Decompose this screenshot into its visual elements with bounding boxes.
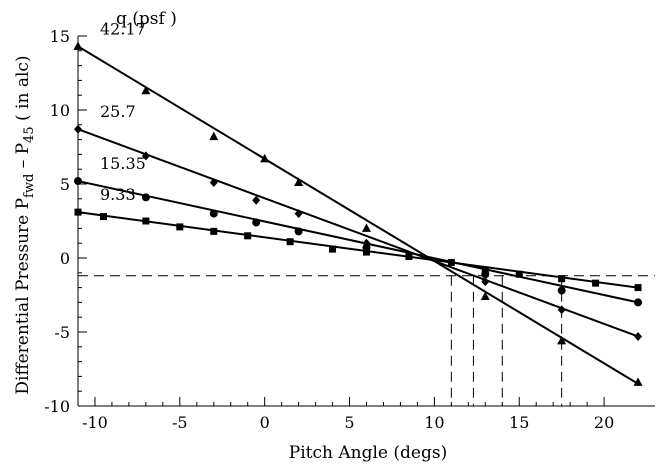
- y-tick-label: 10: [50, 101, 70, 120]
- data-point-circle: [141, 193, 150, 202]
- data-point-diamond: [557, 305, 566, 315]
- series-label: 42.17: [100, 19, 146, 38]
- y-tick-label: 5: [60, 175, 70, 194]
- data-point-circle: [209, 209, 218, 218]
- data-point-triangle: [480, 291, 490, 300]
- data-point-triangle: [294, 177, 304, 187]
- y-axis-label-dash: – P: [13, 143, 33, 174]
- fit-line-square: [77, 211, 639, 289]
- legend-title: q (psf ): [116, 9, 177, 29]
- data-point-triangle: [362, 223, 371, 232]
- data-point-circle: [634, 298, 643, 307]
- x-tick-label: 10: [424, 413, 444, 432]
- y-tick-label: -10: [44, 397, 70, 416]
- data-point-square: [99, 213, 107, 221]
- data-point-triangle: [260, 153, 270, 163]
- data-point-circle: [557, 286, 566, 295]
- data-point-diamond: [294, 209, 303, 219]
- data-point-square: [329, 245, 337, 253]
- x-tick-label: -10: [82, 413, 108, 432]
- data-point-square: [481, 266, 489, 274]
- x-tick-label: 20: [594, 413, 614, 432]
- y-tick-label: 15: [50, 27, 70, 46]
- data-point-triangle: [557, 335, 567, 345]
- x-tick-label: 5: [344, 413, 354, 432]
- series-labels: 42.17 25.7 15.35 9.33: [100, 19, 146, 204]
- axes: [77, 35, 655, 407]
- data-point-square: [142, 217, 150, 225]
- data-point-diamond: [141, 151, 150, 161]
- fit-line-triangle: [77, 45, 639, 385]
- fit-line-circle: [77, 180, 639, 304]
- data-point-square: [515, 270, 523, 278]
- y-axis-label-sub1: fwd: [22, 174, 37, 198]
- data-point-diamond: [252, 195, 261, 205]
- x-tick-label: -5: [172, 413, 188, 432]
- y-tick-label: -5: [54, 323, 70, 342]
- data-point-square: [634, 284, 642, 292]
- fit-line-diamond: [77, 128, 639, 338]
- y-axis-label-tail: ( in alc): [13, 55, 33, 126]
- series-label: 25.7: [100, 102, 136, 121]
- data-point-square: [447, 258, 455, 266]
- y-tick-label: 0: [60, 249, 70, 268]
- data-point-square: [244, 232, 252, 240]
- data-markers: [73, 41, 643, 386]
- data-point-diamond: [209, 178, 218, 188]
- x-tick-label: 15: [509, 413, 529, 432]
- data-point-circle: [252, 218, 261, 227]
- x-axis-label: Pitch Angle (degs): [289, 443, 447, 463]
- data-point-triangle: [209, 131, 219, 141]
- data-point-triangle: [633, 377, 643, 386]
- series-label: 9.33: [100, 185, 136, 204]
- x-tick-label: 0: [260, 413, 270, 432]
- y-axis-label-sub2: 45: [22, 126, 37, 143]
- data-point-triangle: [141, 85, 151, 95]
- data-point-square: [592, 279, 600, 287]
- data-point-circle: [294, 227, 303, 236]
- data-point-square: [286, 238, 294, 246]
- y-axis-label-main: Differential Pressure P: [13, 198, 33, 395]
- data-point-diamond: [634, 331, 643, 341]
- data-point-square: [405, 253, 413, 261]
- series-label: 15.35: [100, 154, 146, 173]
- data-point-diamond: [481, 277, 490, 287]
- fit-lines: [77, 45, 639, 385]
- tick-labels: -10 -5 0 5 10 15 20 -10 -5 0 5 10 15: [44, 27, 614, 432]
- data-point-square: [558, 275, 566, 283]
- data-point-square: [363, 248, 370, 256]
- data-point-square: [176, 223, 184, 231]
- data-point-square: [210, 227, 218, 235]
- y-axis-label: Differential Pressure Pfwd – P45 ( in al…: [13, 55, 37, 394]
